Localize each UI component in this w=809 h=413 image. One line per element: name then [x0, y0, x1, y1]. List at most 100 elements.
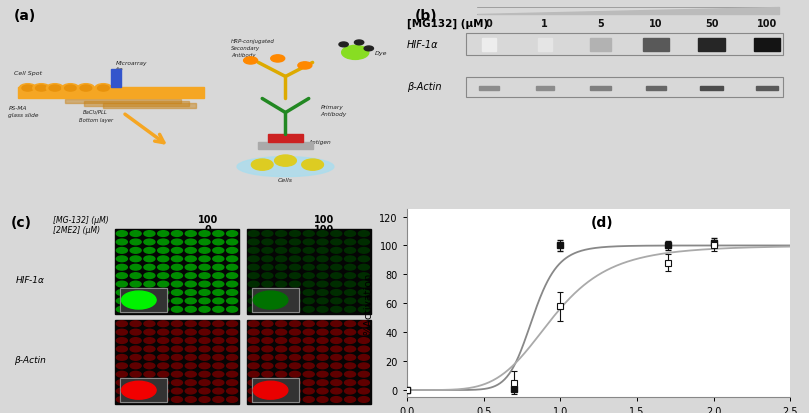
- Circle shape: [213, 380, 224, 386]
- Text: 5: 5: [597, 19, 604, 29]
- Circle shape: [49, 86, 61, 92]
- Circle shape: [248, 307, 259, 312]
- Circle shape: [158, 380, 169, 386]
- Circle shape: [158, 290, 169, 296]
- Circle shape: [172, 231, 183, 237]
- Text: 100: 100: [314, 225, 334, 235]
- Circle shape: [317, 371, 328, 377]
- Circle shape: [276, 282, 286, 287]
- Circle shape: [130, 231, 141, 237]
- Circle shape: [331, 321, 341, 327]
- Circle shape: [262, 273, 273, 279]
- Bar: [18, 88, 204, 99]
- Bar: [84, 102, 188, 106]
- Circle shape: [144, 321, 155, 327]
- Circle shape: [185, 321, 197, 327]
- Text: HIF-1α: HIF-1α: [407, 40, 438, 50]
- Circle shape: [172, 338, 183, 344]
- Circle shape: [248, 282, 259, 287]
- Circle shape: [290, 338, 300, 344]
- Bar: [252, 378, 299, 402]
- Circle shape: [199, 248, 210, 254]
- Circle shape: [317, 330, 328, 335]
- Bar: [258, 142, 312, 149]
- Circle shape: [185, 273, 197, 279]
- Circle shape: [199, 298, 210, 304]
- Circle shape: [227, 298, 238, 304]
- Circle shape: [364, 47, 374, 52]
- Text: Antigen: Antigen: [309, 140, 332, 145]
- Circle shape: [331, 273, 341, 279]
- Circle shape: [345, 248, 356, 254]
- Circle shape: [262, 290, 273, 296]
- Circle shape: [95, 85, 112, 93]
- Bar: [120, 289, 167, 312]
- Ellipse shape: [237, 157, 334, 177]
- Circle shape: [185, 231, 197, 237]
- Circle shape: [158, 321, 169, 327]
- Circle shape: [276, 307, 286, 312]
- Circle shape: [144, 273, 155, 279]
- Circle shape: [98, 86, 109, 92]
- Circle shape: [317, 298, 328, 304]
- Circle shape: [253, 381, 288, 399]
- Circle shape: [116, 330, 127, 335]
- Circle shape: [227, 321, 238, 327]
- Circle shape: [317, 363, 328, 369]
- Circle shape: [317, 355, 328, 361]
- Bar: [247, 230, 371, 314]
- Circle shape: [121, 292, 156, 309]
- Circle shape: [158, 265, 169, 271]
- Text: [MG132] (μM): [MG132] (μM): [407, 19, 488, 29]
- Circle shape: [144, 363, 155, 369]
- Circle shape: [144, 282, 155, 287]
- Circle shape: [199, 330, 210, 335]
- Circle shape: [345, 380, 356, 386]
- Circle shape: [172, 388, 183, 394]
- Circle shape: [345, 265, 356, 271]
- Circle shape: [331, 363, 341, 369]
- Circle shape: [331, 231, 341, 237]
- Circle shape: [358, 330, 370, 335]
- Bar: [268, 134, 303, 142]
- Bar: [536, 87, 553, 91]
- Circle shape: [345, 330, 356, 335]
- Circle shape: [276, 388, 286, 394]
- Circle shape: [317, 231, 328, 237]
- Circle shape: [252, 159, 273, 171]
- Circle shape: [248, 248, 259, 254]
- Circle shape: [276, 396, 286, 402]
- Circle shape: [262, 363, 273, 369]
- Circle shape: [172, 355, 183, 361]
- Circle shape: [172, 256, 183, 262]
- Circle shape: [303, 380, 314, 386]
- Circle shape: [116, 240, 127, 245]
- Bar: [755, 39, 780, 52]
- Circle shape: [144, 298, 155, 304]
- Circle shape: [172, 240, 183, 245]
- Circle shape: [172, 265, 183, 271]
- Text: Antibody: Antibody: [231, 53, 256, 58]
- Text: 100: 100: [757, 19, 777, 29]
- Text: (c): (c): [11, 216, 32, 230]
- Circle shape: [303, 330, 314, 335]
- Circle shape: [158, 298, 169, 304]
- Circle shape: [290, 330, 300, 335]
- Circle shape: [199, 371, 210, 377]
- Circle shape: [116, 371, 127, 377]
- Circle shape: [116, 346, 127, 352]
- Circle shape: [185, 380, 197, 386]
- Circle shape: [116, 321, 127, 327]
- Circle shape: [331, 256, 341, 262]
- Circle shape: [303, 307, 314, 312]
- Circle shape: [185, 282, 197, 287]
- Circle shape: [331, 265, 341, 271]
- Circle shape: [290, 363, 300, 369]
- Bar: [252, 378, 299, 402]
- Circle shape: [185, 371, 197, 377]
- Circle shape: [199, 321, 210, 327]
- Bar: [756, 87, 778, 91]
- Text: Antibody: Antibody: [320, 112, 346, 117]
- Circle shape: [290, 231, 300, 237]
- Circle shape: [317, 240, 328, 245]
